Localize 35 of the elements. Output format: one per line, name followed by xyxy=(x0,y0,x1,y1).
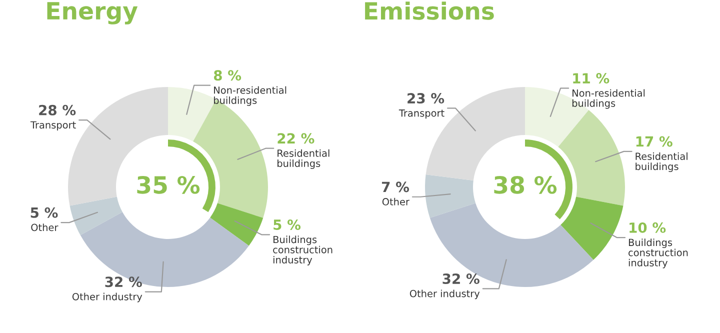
donut-slice xyxy=(70,196,122,236)
data-label: 23 % xyxy=(408,93,444,104)
slice-label: Transport xyxy=(30,121,76,130)
slice-label: Other xyxy=(382,198,410,206)
slice-label: Non-residential buildings xyxy=(572,89,645,109)
data-label: 5 % xyxy=(274,219,301,230)
text: 38 % xyxy=(494,176,557,194)
data-label: 22 % xyxy=(278,133,314,144)
slice-label: Other industry xyxy=(72,292,142,302)
data-label: 8 % xyxy=(214,70,242,81)
text: 35 % xyxy=(137,176,200,194)
slice-label: Other industry xyxy=(410,290,480,300)
slice-label: Residential buildings xyxy=(636,152,688,172)
data-label: 28 % xyxy=(39,104,76,116)
donut-slice xyxy=(80,212,249,287)
chart-title: Energy xyxy=(47,2,138,24)
slice-label: Transport xyxy=(398,110,444,119)
slice-label: Non-residential buildings xyxy=(214,86,286,106)
data-label: 5 % xyxy=(30,207,58,218)
slice-label: Buildings construction industry xyxy=(273,236,332,266)
data-label: 11 % xyxy=(573,73,610,84)
chart-title: Emissions xyxy=(365,2,494,20)
donut-slice xyxy=(425,174,476,218)
data-label: 7 % xyxy=(382,182,410,192)
donut-slice xyxy=(430,203,594,287)
slice-label: Other xyxy=(31,224,58,232)
data-label: 32 % xyxy=(105,276,142,288)
data-label: 32 % xyxy=(442,274,480,284)
slice-label: Residential buildings xyxy=(278,149,330,169)
donut-slice xyxy=(210,203,264,246)
data-label: 17 % xyxy=(636,136,672,147)
donut-slice xyxy=(560,196,624,260)
data-label: 10 % xyxy=(630,222,666,233)
donut-slice xyxy=(558,110,625,206)
slice-label: Buildings construction industry xyxy=(628,238,688,268)
